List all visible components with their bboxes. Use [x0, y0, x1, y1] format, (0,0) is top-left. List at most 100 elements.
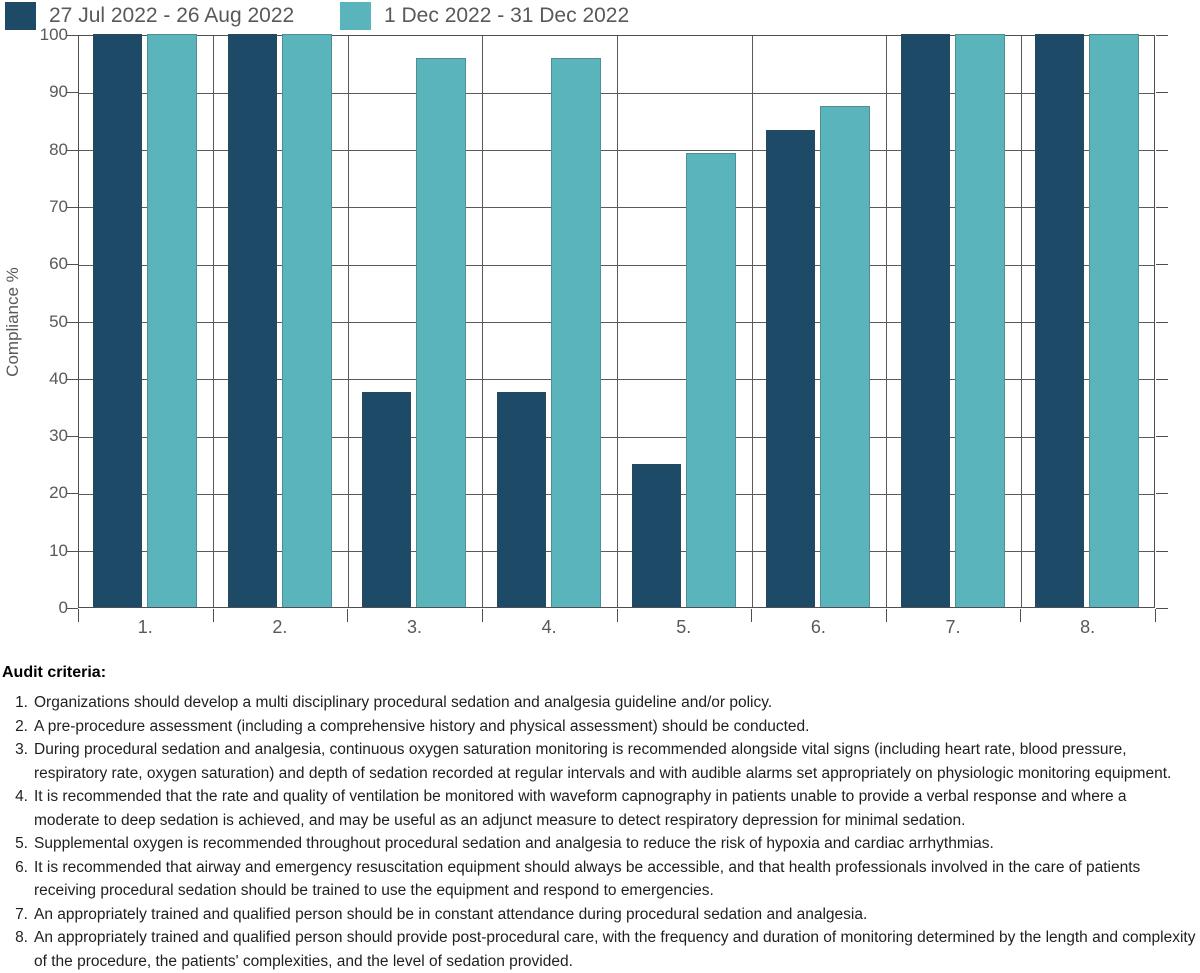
- y-tick-label-50: 50: [49, 311, 68, 331]
- audit-criterion-number: 2.: [15, 717, 28, 735]
- bar-cat7-series2: [954, 34, 1005, 607]
- audit-criterion-text: It is recommended that the rate and qual…: [34, 788, 1127, 829]
- audit-criteria-section: Audit criteria: 1. Organizations should d…: [2, 661, 1196, 973]
- x-category-label-1: 1.: [137, 617, 153, 637]
- audit-criterion-number: 1.: [15, 694, 28, 711]
- gridline-vertical-2: [347, 36, 349, 607]
- y-tick-mark-right-70: [1156, 206, 1168, 208]
- y-tick-mark-left-70: [67, 206, 78, 208]
- y-tick-mark-right-50: [1156, 321, 1168, 323]
- y-tick-mark-right-30: [1156, 436, 1168, 438]
- bar-cat8-series1: [1035, 34, 1085, 607]
- x-tick-mark-4: [616, 609, 618, 622]
- y-tick-label-10: 10: [49, 540, 68, 560]
- y-tick-label-100: 100: [39, 25, 68, 44]
- y-tick-label-80: 80: [49, 139, 68, 159]
- y-tick-label-70: 70: [49, 196, 68, 216]
- audit-criterion-text: An appropriately trained and qualified p…: [34, 905, 868, 923]
- bar-cat2-series1: [227, 34, 277, 607]
- audit-criterion-1: 1. Organizations should develop a multi d…: [2, 691, 1196, 715]
- bar-cat2-series2: [281, 34, 332, 607]
- legend-label-period-2: 1 Dec 2022 - 31 Dec 2022: [384, 4, 630, 27]
- x-tick-mark-8: [1155, 609, 1156, 622]
- x-category-label-5: 5.: [676, 617, 692, 637]
- x-category-label-7: 7.: [945, 617, 961, 637]
- x-tick-mark-5: [751, 609, 753, 622]
- audit-criterion-text: A pre-procedure assessment (including a …: [34, 717, 810, 735]
- bar-cat8-series2: [1089, 34, 1140, 607]
- y-tick-mark-left-20: [67, 493, 78, 495]
- y-tick-mark-right-100: [1156, 35, 1168, 36]
- audit-criterion-2: 2. A pre-procedure assessment (including …: [2, 715, 1196, 739]
- audit-criterion-text: Organizations should develop a multi dis…: [34, 694, 773, 711]
- y-tick-mark-right-80: [1156, 149, 1168, 151]
- y-tick-mark-left-90: [67, 92, 78, 94]
- audit-criterion-text: During procedural sedation and analgesia…: [34, 741, 1172, 782]
- gridline-vertical-6: [886, 36, 888, 607]
- y-tick-label-40: 40: [49, 368, 68, 388]
- bar-cat4-series1: [496, 392, 546, 607]
- audit-criterion-text: Supplemental oxygen is recommended throu…: [34, 835, 994, 852]
- y-tick-mark-left-50: [67, 321, 78, 323]
- audit-criterion-text: It is recommended that airway and emerge…: [34, 858, 1141, 900]
- y-tick-label-30: 30: [49, 426, 68, 446]
- bar-cat3-series2: [416, 58, 467, 607]
- gridline-horizontal-70: [79, 207, 1154, 209]
- audit-criterion-7: 7. An appropriately trained and qualified…: [2, 903, 1196, 927]
- legend-item-period-2: 1 Dec 2022 - 31 Dec 2022: [340, 2, 629, 30]
- bar-cat7-series1: [900, 34, 950, 607]
- y-tick-mark-right-20: [1156, 493, 1168, 495]
- bar-cat5-series1: [631, 463, 681, 607]
- plot-area: [78, 34, 1155, 608]
- audit-criterion-8: 8. An appropriately trained and qualified…: [2, 926, 1196, 973]
- y-tick-mark-left-100: [67, 35, 78, 36]
- y-tick-label-20: 20: [49, 483, 68, 503]
- gridline-horizontal-80: [79, 150, 1154, 152]
- x-tick-mark-1: [212, 609, 214, 622]
- gridline-vertical-7: [1020, 36, 1022, 607]
- x-category-label-3: 3.: [407, 617, 423, 637]
- gridline-horizontal-20: [79, 493, 1154, 495]
- audit-criterion-number: 8.: [15, 929, 28, 946]
- y-tick-mark-left-40: [67, 378, 78, 380]
- x-tick-mark-0: [78, 609, 79, 622]
- x-tick-mark-6: [885, 609, 887, 622]
- y-tick-mark-right-0: [1156, 608, 1168, 609]
- legend-item-period-1: 27 Jul 2022 - 26 Aug 2022: [5, 2, 294, 30]
- legend-label-period-1: 27 Jul 2022 - 26 Aug 2022: [49, 4, 295, 27]
- gridline-horizontal-90: [79, 92, 1154, 94]
- x-category-label-6: 6.: [810, 617, 826, 637]
- x-category-label-2: 2.: [272, 617, 288, 637]
- x-tick-mark-7: [1020, 609, 1022, 622]
- y-tick-mark-left-60: [67, 264, 78, 266]
- y-tick-mark-left-80: [67, 149, 78, 151]
- y-tick-mark-left-30: [67, 436, 78, 438]
- audit-criterion-number: 4.: [15, 788, 28, 805]
- y-tick-mark-right-90: [1156, 92, 1168, 94]
- audit-criterion-number: 3.: [15, 741, 28, 758]
- bar-cat1-series1: [93, 34, 142, 607]
- gridline-vertical-5: [751, 36, 753, 607]
- gridline-vertical-1: [213, 36, 215, 607]
- y-tick-mark-left-0: [67, 608, 78, 609]
- bar-cat6-series1: [766, 129, 816, 607]
- gridline-vertical-4: [617, 36, 618, 607]
- audit-criterion-number: 5.: [15, 835, 28, 852]
- y-tick-mark-right-60: [1156, 264, 1168, 266]
- x-tick-mark-3: [481, 609, 483, 622]
- audit-criteria-list: 1. Organizations should develop a multi d…: [2, 691, 1196, 973]
- audit-criterion-number: 7.: [15, 905, 28, 923]
- audit-criterion-5: 5. Supplemental oxygen is recommended thr…: [2, 832, 1196, 856]
- y-tick-label-90: 90: [49, 82, 68, 102]
- y-tick-mark-right-40: [1156, 378, 1168, 380]
- gridline-horizontal-10: [79, 551, 1154, 553]
- x-tick-mark-2: [347, 609, 349, 622]
- y-tick-mark-right-10: [1156, 550, 1168, 552]
- y-tick-label-0: 0: [58, 598, 68, 617]
- gridline-horizontal-60: [79, 264, 1154, 266]
- bar-cat4-series2: [550, 58, 601, 607]
- audit-criterion-4: 4. It is recommended that the rate and qu…: [2, 785, 1196, 832]
- bar-cat6-series2: [820, 105, 871, 607]
- audit-criterion-text: An appropriately trained and qualified p…: [34, 929, 1196, 970]
- audit-criterion-number: 6.: [15, 858, 28, 876]
